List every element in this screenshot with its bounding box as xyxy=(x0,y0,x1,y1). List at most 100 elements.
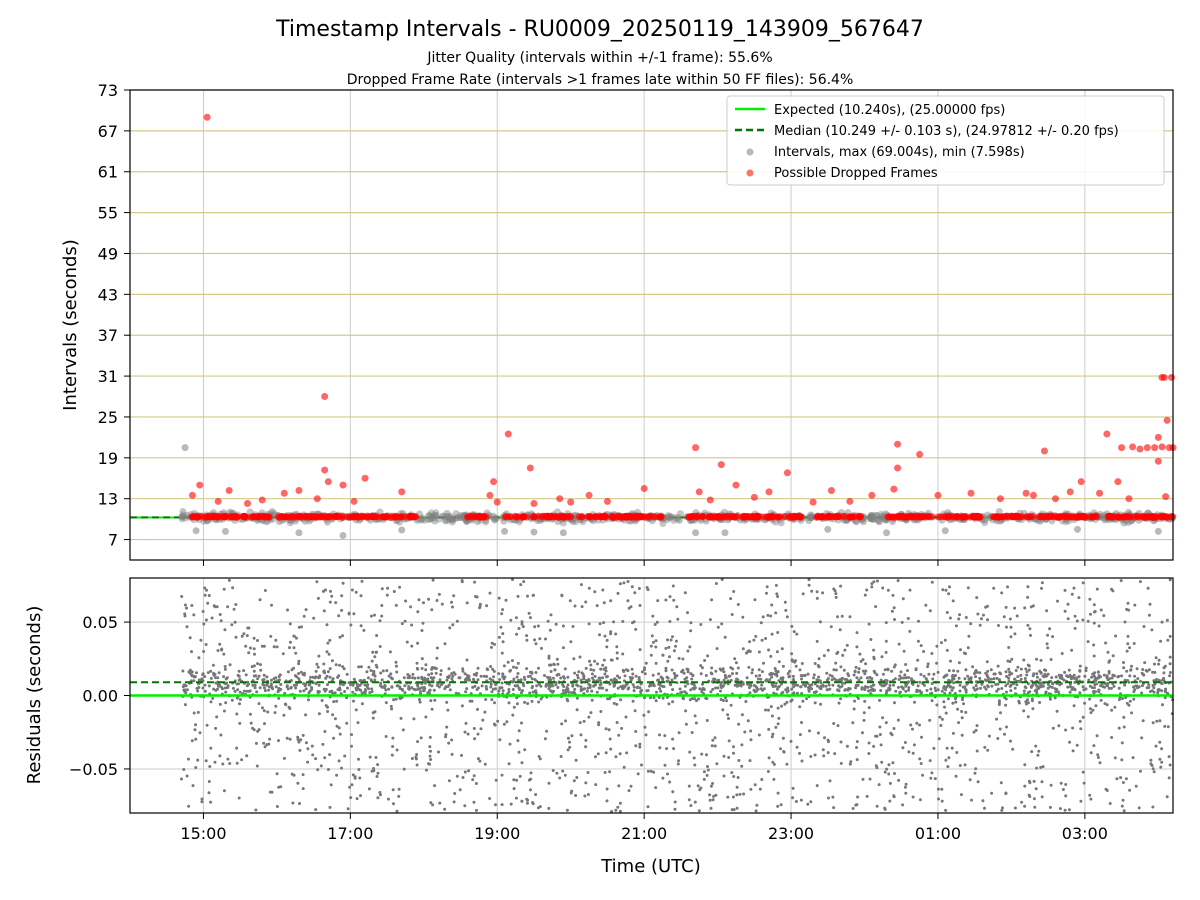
dropped-frame-point xyxy=(813,513,821,521)
residual-point xyxy=(503,675,507,679)
dropped-frame-outlier-point xyxy=(890,485,898,493)
residual-point xyxy=(182,768,186,771)
residual-point xyxy=(1029,633,1032,637)
residual-point xyxy=(883,770,887,774)
residual-point xyxy=(373,678,377,682)
residual-point xyxy=(777,716,781,720)
residual-point xyxy=(359,624,363,628)
residual-point xyxy=(1026,663,1030,667)
residual-point xyxy=(571,625,575,628)
residual-point xyxy=(958,689,962,693)
residual-point xyxy=(809,800,813,804)
residual-point xyxy=(392,590,396,593)
residual-point xyxy=(267,688,271,692)
residual-point xyxy=(494,683,498,687)
residual-point xyxy=(764,637,768,640)
interval-point xyxy=(431,511,439,519)
residual-point xyxy=(1120,804,1124,808)
residual-point xyxy=(664,669,668,673)
residual-point xyxy=(907,688,911,692)
residual-point xyxy=(198,731,202,735)
residual-point xyxy=(795,745,799,749)
residual-point xyxy=(716,686,720,690)
residual-point xyxy=(254,808,258,812)
residual-point xyxy=(566,736,570,740)
residual-point xyxy=(785,700,789,704)
residual-point xyxy=(826,751,830,755)
interval-outlier-point xyxy=(941,527,949,535)
residual-point xyxy=(785,615,789,619)
residual-point xyxy=(507,682,511,686)
x-axis-label: Time (UTC) xyxy=(600,856,701,877)
residual-point xyxy=(1030,697,1034,701)
residual-point xyxy=(812,673,816,677)
dropped-frame-point xyxy=(1135,512,1143,520)
residual-point xyxy=(970,798,973,802)
residual-point xyxy=(1122,666,1126,670)
residual-point xyxy=(235,761,239,765)
residual-point xyxy=(794,800,798,803)
residual-point xyxy=(388,650,392,654)
residual-point xyxy=(1023,784,1027,788)
residual-point xyxy=(892,683,895,687)
residual-point xyxy=(340,594,344,598)
residual-point xyxy=(283,702,287,706)
residual-point xyxy=(327,652,331,656)
residual-point xyxy=(730,771,734,775)
residual-point xyxy=(624,683,628,687)
residual-point xyxy=(193,728,197,732)
residual-point xyxy=(1013,686,1017,690)
residual-point xyxy=(1086,640,1090,644)
residual-point xyxy=(661,696,665,700)
residual-point xyxy=(940,641,943,645)
residual-point xyxy=(780,682,783,686)
residual-point xyxy=(881,672,885,676)
residual-point xyxy=(224,690,228,694)
residual-point xyxy=(650,683,653,687)
residual-point xyxy=(389,704,393,708)
residual-point xyxy=(1121,781,1125,784)
residual-point xyxy=(416,610,420,614)
residual-point xyxy=(194,737,198,741)
residual-point xyxy=(222,789,226,793)
residual-point xyxy=(1079,799,1083,803)
residual-point xyxy=(615,721,619,724)
residual-point xyxy=(719,698,723,701)
dropped-frame-outlier-point xyxy=(556,495,564,503)
residual-point xyxy=(1157,662,1161,666)
residual-point xyxy=(904,689,908,693)
residual-point xyxy=(357,688,361,691)
residual-point xyxy=(618,801,622,805)
residual-point xyxy=(1114,634,1118,638)
residual-point xyxy=(621,620,625,623)
residual-point xyxy=(320,699,324,702)
residual-point xyxy=(591,676,594,680)
residual-point xyxy=(331,713,335,717)
residual-point xyxy=(781,736,785,740)
dropped-frame-point xyxy=(466,512,474,520)
dropped-frame-point xyxy=(229,513,237,521)
residual-point xyxy=(575,776,579,779)
interval-outlier-point xyxy=(559,529,567,537)
residual-point xyxy=(1039,765,1043,769)
residual-point xyxy=(253,652,256,656)
residual-point xyxy=(429,749,432,753)
residual-point xyxy=(1110,708,1114,712)
residual-point xyxy=(209,746,213,750)
residual-point xyxy=(212,687,216,691)
residual-point xyxy=(265,675,269,679)
residual-point xyxy=(916,639,920,643)
residual-point xyxy=(856,697,860,700)
residual-point xyxy=(1096,670,1100,674)
residual-point xyxy=(205,723,209,727)
residual-point xyxy=(655,620,659,624)
residual-point xyxy=(589,668,593,672)
residual-point xyxy=(1078,691,1082,695)
residual-point xyxy=(807,578,811,582)
residual-point xyxy=(448,626,452,630)
residual-point xyxy=(818,686,822,689)
residual-point xyxy=(1049,783,1053,787)
dropped-frame-outlier-point xyxy=(504,430,512,438)
residual-point xyxy=(735,677,739,681)
residual-point xyxy=(192,711,196,715)
